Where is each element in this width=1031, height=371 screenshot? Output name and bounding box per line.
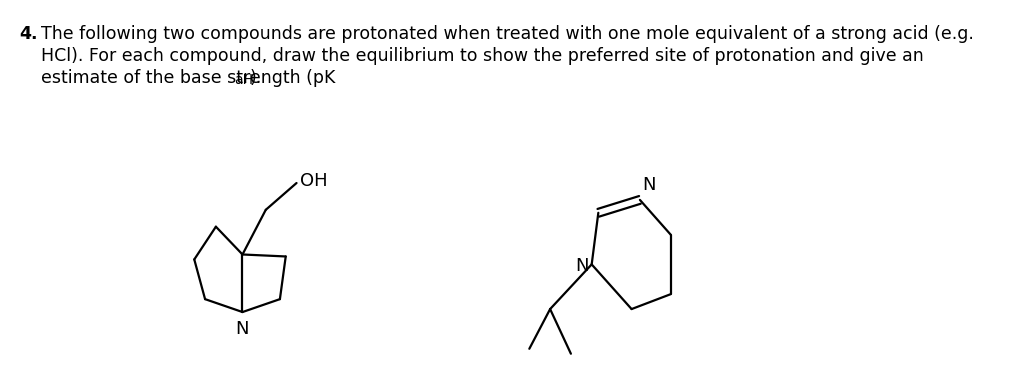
Text: The following two compounds are protonated when treated with one mole equivalent: The following two compounds are protonat… [41,25,974,43]
Text: aH: aH [234,73,254,87]
Text: ).: ). [250,69,262,87]
Text: HCl). For each compound, draw the equilibrium to show the preferred site of prot: HCl). For each compound, draw the equili… [41,47,924,65]
Text: OH: OH [300,172,328,190]
Text: N: N [575,257,589,275]
Text: estimate of the base strength (pK: estimate of the base strength (pK [41,69,336,87]
Text: 4.: 4. [20,25,38,43]
Text: N: N [236,320,250,338]
Text: N: N [642,176,656,194]
